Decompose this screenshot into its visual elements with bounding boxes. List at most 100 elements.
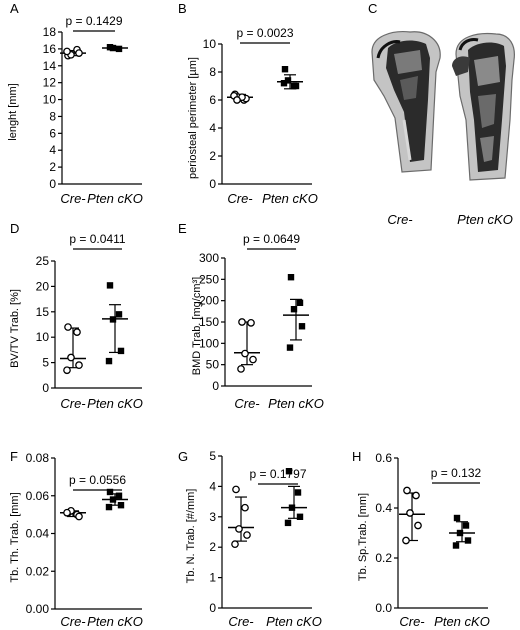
y-axis-label: Tb. N. Trab. [#/mm] [185,489,197,584]
data-point [247,319,255,327]
y-tick-label: 0 [209,601,216,615]
x-group-label: Pten cKO [87,191,143,206]
x-group-label: Cre- [227,191,253,206]
panel-d: D 0 5 10 15 20 25 BV/TV Trab. [%] Cre- Pten cKO p … [9,221,143,411]
y-tick-label: 0.02 [26,564,50,578]
data-point [235,525,243,533]
bone-image-cre [371,31,441,173]
y-tick-label: 25 [36,254,50,268]
panel-letter-b: B [178,1,187,16]
p-value-label: p = 0.0649 [243,232,300,246]
data-point [294,489,302,496]
x-group-label: Pten cKO [266,614,322,629]
data-point [249,355,257,364]
y-tick-label: 3 [209,510,216,524]
data-point [292,82,300,90]
series-cre [60,506,86,521]
data-point [406,509,414,517]
data-point [238,318,246,326]
data-point [233,96,241,104]
y-tick-label: 18 [43,25,57,39]
x-group-label: Pten cKO [434,614,490,629]
data-point [296,513,304,520]
data-point [284,77,292,84]
panel-letter-c: C [368,1,377,16]
panel-letter-g: G [178,449,188,464]
y-tick-label: 200 [199,294,219,308]
series-cre [228,485,254,549]
y-tick-label: 12 [43,76,57,90]
series-cre [227,90,253,104]
y-tick-label: 4 [49,143,56,157]
data-point [109,496,117,503]
data-point [287,274,295,281]
data-point [231,540,239,549]
y-tick-label: 0.2 [375,551,392,565]
y-tick-label: 0.4 [375,501,392,515]
data-point [109,316,117,323]
data-point [109,44,117,52]
p-value-label: p = 0.1429 [65,14,122,28]
series-pten-cko [277,66,303,90]
y-axis-label: Tb. Sp.Trab. [mm] [357,493,369,581]
data-point [63,366,71,375]
y-tick-label: 14 [43,59,57,73]
data-point [280,80,288,87]
series-pten-cko [102,44,128,53]
y-tick-label: 8 [209,65,216,79]
panel-g: G 0 1 2 3 4 5 Tb. N. Trab. [#/mm] Cre- Pten cKO p … [178,449,322,629]
data-point [105,357,113,365]
series-pten-cko [102,282,128,365]
data-point [281,66,289,73]
y-tick-label: 15 [36,305,50,319]
y-tick-label: 0.6 [375,451,392,465]
x-group-label: Cre- [399,614,425,629]
data-point [288,504,296,511]
data-point [75,512,83,521]
y-axis-label: Tb. Th. Trab. [mm] [9,492,21,582]
series-cre [60,323,86,375]
bone-image-pten-ckO [452,32,515,181]
y-tick-label: 10 [43,93,57,107]
y-tick-label: 100 [199,336,219,350]
data-point [106,282,114,289]
x-group-label: Cre- [60,191,86,206]
panel-b: B 0 2 4 6 8 10 periosteal perimeter [µm] Cre- Pte… [178,1,318,206]
photo-label-cre: Cre- [387,212,413,227]
y-tick-label: 0.04 [26,527,50,541]
data-point [105,503,113,511]
y-tick-label: 10 [36,330,50,344]
data-point [63,47,71,56]
data-point [456,529,464,537]
panel-letter-h: H [352,449,361,464]
series-pten-cko [102,488,128,511]
y-tick-label: 0.08 [26,451,50,465]
y-tick-label: 250 [199,272,219,286]
series-cre [399,486,425,545]
panel-h: H 0.0 0.2 0.4 0.6 Tb. Sp.Trab. [mm] Cre- Pten c… [352,449,490,629]
data-point [412,491,420,500]
y-tick-label: 4 [209,479,216,493]
series-pten-cko [283,274,309,351]
data-point [453,514,461,522]
p-value-label: p = 0.0556 [69,473,126,487]
data-point [75,361,83,369]
data-point [67,353,75,362]
data-point [243,531,251,539]
y-tick-label: 8 [49,109,56,123]
y-tick-label: 150 [199,315,219,329]
data-point [117,501,125,509]
series-cre [234,318,260,373]
x-group-label: Pten cKO [87,614,143,629]
x-group-label: Cre- [234,396,260,411]
y-tick-label: 10 [203,37,217,51]
photo-label-pten: Pten cKO [457,212,513,227]
y-tick-label: 2 [209,540,216,554]
y-tick-label: 4 [209,121,216,135]
y-tick-label: 2 [209,149,216,163]
series-pten-cko [281,468,307,527]
data-point [452,542,460,549]
data-point [241,349,249,358]
data-point [464,537,472,544]
